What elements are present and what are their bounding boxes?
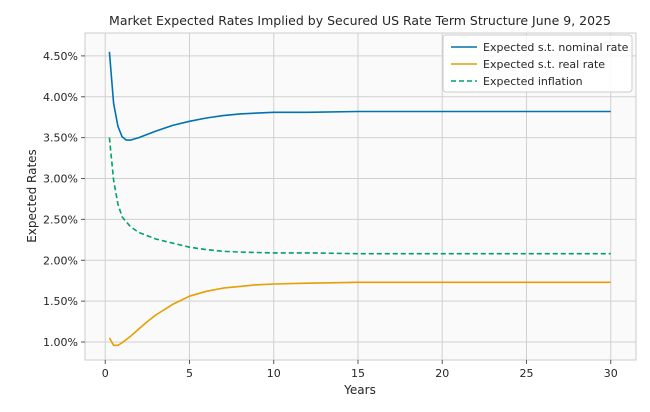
x-tick-label: 30 <box>604 367 618 380</box>
series-lines <box>108 51 611 347</box>
x-axis-ticks: 0 5 10 15 20 25 30 <box>102 360 618 380</box>
legend: Expected s.t. nominal rate Expected s.t. … <box>442 34 633 93</box>
y-axis-ticks: 1.00% 1.50% 2.00% 2.50% 3.00% 3.50% 4.00% 4.50% <box>43 50 85 349</box>
series-line-expected-inflation <box>108 137 611 255</box>
y-tick-label: 4.50% <box>43 50 78 63</box>
x-tick-label: 15 <box>351 367 365 380</box>
legend-label-expected-s-t-real-rate: Expected s.t. real rate <box>483 58 605 71</box>
x-tick-label: 0 <box>102 367 109 380</box>
x-tick-label: 20 <box>435 367 449 380</box>
legend-label-expected-s-t-nominal-rate: Expected s.t. nominal rate <box>483 41 629 54</box>
chart-title: Market Expected Rates Implied by Secured… <box>109 13 611 28</box>
y-tick-label: 1.50% <box>43 295 78 308</box>
x-tick-label: 10 <box>267 367 281 380</box>
y-tick-label: 2.50% <box>43 213 78 226</box>
x-tick-label: 5 <box>186 367 193 380</box>
y-tick-label: 4.00% <box>43 91 78 104</box>
y-tick-label: 1.00% <box>43 336 78 349</box>
y-tick-label: 3.50% <box>43 132 78 145</box>
y-tick-label: 3.00% <box>43 173 78 186</box>
x-tick-label: 25 <box>519 367 533 380</box>
x-axis-label: Years <box>343 383 376 397</box>
y-axis-label: Expected Rates <box>25 149 39 243</box>
series-line-expected-s-t-real-rate <box>108 281 611 347</box>
series-line-expected-s-t-nominal-rate <box>108 51 611 141</box>
y-tick-label: 2.00% <box>43 254 78 267</box>
legend-label-expected-inflation: Expected inflation <box>483 75 583 88</box>
plot-frame <box>84 32 637 361</box>
legend-box <box>442 34 633 93</box>
